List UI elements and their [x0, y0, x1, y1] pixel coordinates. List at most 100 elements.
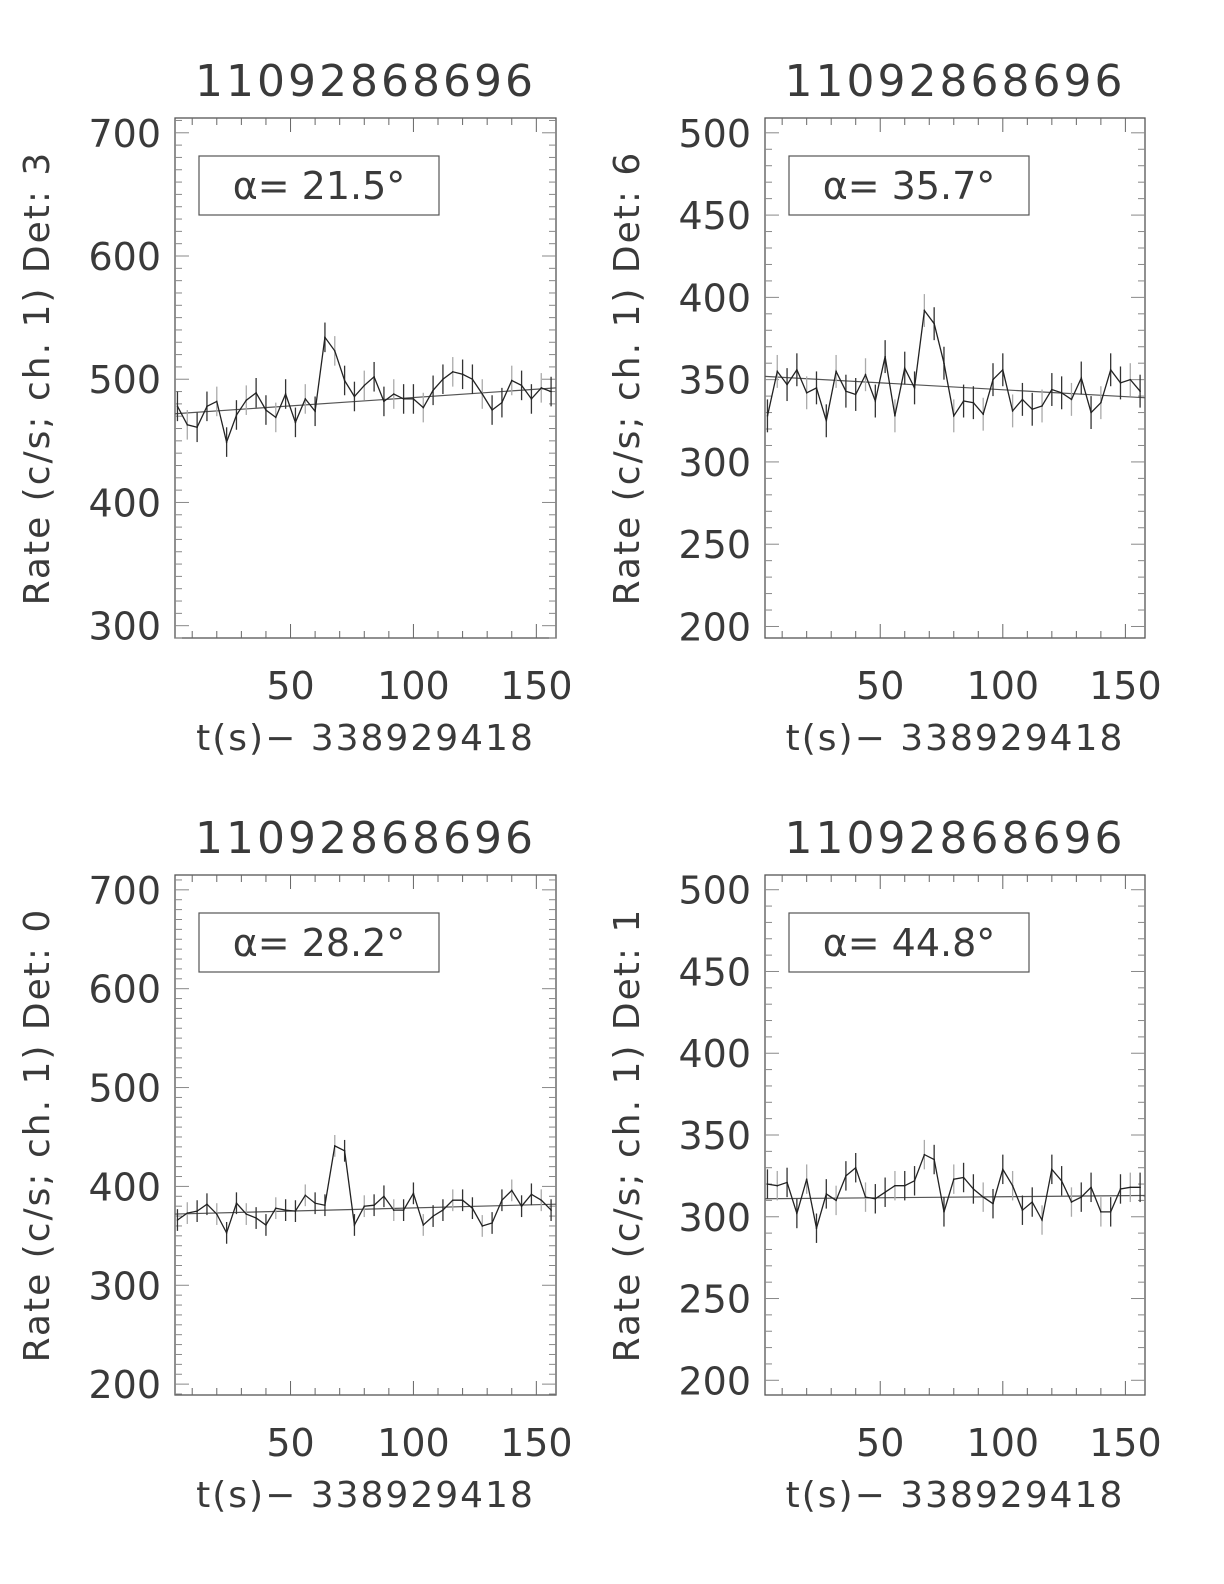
chart-panel-1: 11092868696 50 100 150 200 250 300 350 400 450 500… [607, 56, 1162, 759]
data-point [451, 1199, 454, 1202]
data-point [186, 1212, 189, 1214]
y-tick-label: 450 [678, 950, 751, 994]
data-point [1119, 1188, 1122, 1190]
data-point [481, 393, 484, 395]
data-point [402, 398, 405, 400]
data-point [786, 383, 788, 386]
data-point [786, 1181, 788, 1184]
y-axis-label: Rate (c/s; ch. 1) Det: 3 [17, 151, 58, 606]
y-tick-label: 300 [88, 1264, 161, 1308]
y-tick-label: 500 [678, 112, 751, 156]
data-point [864, 1196, 867, 1198]
chart-title: 11092868696 [195, 813, 536, 864]
data-point [854, 393, 857, 396]
data-point [923, 1153, 926, 1156]
x-tick-label: 100 [377, 1421, 450, 1465]
data-point [972, 401, 975, 404]
data-point [284, 393, 287, 395]
data-point [1011, 410, 1014, 412]
data-point [481, 1225, 484, 1227]
fit-line [174, 1203, 557, 1215]
data-point [992, 378, 994, 381]
data-point [1080, 377, 1083, 379]
y-tick-label: 300 [88, 605, 161, 649]
x-tick-label: 100 [967, 664, 1040, 708]
data-point [304, 1194, 307, 1197]
data-point [343, 379, 346, 382]
alpha-annotation: α= 21.5° [233, 164, 406, 208]
data-point [815, 387, 818, 389]
x-axis-label: t(s)− 338929418 [786, 718, 1125, 759]
data-point [815, 1227, 818, 1230]
data-point [363, 1205, 366, 1207]
data-point [333, 350, 336, 352]
data-point [1002, 1168, 1004, 1171]
data-point [874, 400, 877, 402]
data-point [913, 387, 916, 389]
x-axis-label: t(s)− 338929418 [786, 1475, 1125, 1516]
data-point [422, 1224, 425, 1226]
data-point [215, 400, 218, 403]
data-point [992, 1202, 994, 1205]
x-axis-label: t(s)− 338929418 [196, 1475, 535, 1516]
data-point [432, 1215, 434, 1217]
data-point [1129, 378, 1132, 381]
chart-panel-3: 11092868696 50 100 150 200 250 300 350 400 450 500… [607, 813, 1162, 1516]
y-tick-label: 200 [678, 605, 751, 649]
data-point [520, 1205, 523, 1207]
y-tick-label: 250 [678, 1278, 751, 1322]
data-point [835, 370, 837, 373]
fit-line [174, 387, 557, 415]
data-point [962, 1176, 965, 1179]
y-tick-label: 200 [88, 1363, 161, 1407]
data-point [510, 1189, 513, 1192]
data-point [294, 1210, 297, 1212]
y-tick-label: 600 [88, 968, 161, 1012]
rate-series-line [177, 1144, 552, 1235]
data-point [1090, 411, 1092, 414]
data-point [1080, 1196, 1083, 1198]
data-point [451, 371, 454, 373]
data-point [176, 1219, 179, 1221]
data-point [461, 373, 464, 376]
data-point [825, 419, 828, 422]
data-point [235, 414, 238, 416]
data-point [1109, 1211, 1112, 1213]
x-tick-label: 50 [266, 664, 314, 708]
data-point [353, 395, 356, 398]
data-point [952, 1178, 955, 1180]
data-point [1090, 1186, 1092, 1189]
data-point [1139, 390, 1141, 392]
data-point [894, 415, 896, 417]
data-point [530, 398, 533, 400]
data-point [825, 1193, 828, 1195]
data-point [412, 398, 415, 400]
data-point [265, 1224, 267, 1226]
data-point [835, 1199, 837, 1202]
data-point [1100, 401, 1102, 404]
data-point [412, 1192, 415, 1195]
alpha-annotation-box [788, 912, 1030, 973]
data-point [1021, 1209, 1024, 1212]
data-point [874, 1197, 877, 1200]
data-point [884, 1191, 886, 1194]
data-point [845, 390, 847, 392]
data-point [796, 1212, 798, 1215]
fit-line [764, 375, 1146, 399]
y-tick-label: 400 [678, 1032, 751, 1076]
data-point [284, 1209, 287, 1211]
data-point [491, 409, 493, 411]
y-tick-label: 200 [678, 1359, 751, 1403]
plot-frame [174, 117, 557, 639]
data-point [274, 1207, 277, 1209]
data-point [1070, 1201, 1073, 1203]
chart-title: 11092868696 [785, 56, 1126, 107]
x-tick-label: 150 [1089, 664, 1162, 708]
data-point [383, 400, 385, 403]
data-point [471, 1207, 474, 1209]
data-point [1119, 382, 1122, 384]
data-point [550, 1209, 552, 1211]
alpha-annotation: α= 28.2° [233, 921, 406, 965]
data-point [186, 424, 189, 426]
data-point [442, 1209, 444, 1211]
